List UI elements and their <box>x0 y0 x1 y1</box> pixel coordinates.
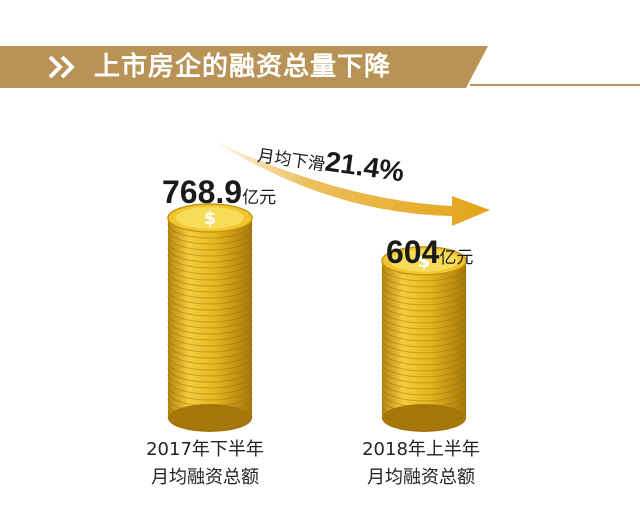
coin-edge-line <box>381 284 467 300</box>
value-number-2018: 604 <box>386 234 440 270</box>
coin-edge-line <box>167 361 253 377</box>
coin-edge-line <box>167 235 253 251</box>
coin-edge-line <box>381 326 467 342</box>
coin-stack-2017: $ <box>167 203 253 432</box>
coin-edge-line <box>381 320 467 336</box>
coin-stack-2018: $ <box>381 246 467 432</box>
coin-edge-line <box>167 373 253 389</box>
double-chevron-icon <box>48 55 75 79</box>
value-label-2018: 604亿元 <box>386 234 473 271</box>
coin-edge-line <box>167 403 253 419</box>
category-label-2018: 2018年上半年 月均融资总额 <box>356 436 486 492</box>
coin-edge-line <box>167 259 253 275</box>
coin-top-inner <box>176 207 244 229</box>
value-unit-2017: 亿元 <box>242 188 277 208</box>
coin-stack-body <box>382 260 466 418</box>
coin-edge-line <box>167 385 253 401</box>
coin-edge-line <box>167 409 253 425</box>
coin-edge-line <box>381 392 467 408</box>
coin-edge-line <box>381 314 467 330</box>
coin-edge-line <box>167 349 253 365</box>
coin-edge-line <box>167 229 253 245</box>
coin-edge-line <box>381 398 467 414</box>
coin-edge-line <box>167 283 253 299</box>
coin-edge-line <box>167 295 253 311</box>
coin-top-inner <box>390 249 458 272</box>
coin-edge-line <box>381 302 467 318</box>
coin-edge-line <box>381 278 467 294</box>
decline-arrow <box>212 140 490 226</box>
coin-edge-line <box>381 350 467 366</box>
coin-edge-line <box>167 289 253 305</box>
coin-edge-line <box>381 356 467 372</box>
coin-edge-line <box>167 241 253 257</box>
coin-edge-line <box>381 308 467 324</box>
coin-edge-line <box>381 344 467 360</box>
dollar-sign-icon: $ <box>418 251 431 272</box>
coin-edge-line <box>381 362 467 378</box>
coin-edge-line <box>381 416 467 432</box>
category-label-2017: 2017年下半年 月均融资总额 <box>140 436 270 492</box>
coin-edge-line <box>167 367 253 383</box>
coin-edge-line <box>167 313 253 329</box>
value-label-2017: 768.9亿元 <box>162 174 276 211</box>
category-line-1: 2018年上半年 <box>362 439 480 460</box>
coin-edge-line <box>167 247 253 263</box>
coin-edge-line <box>167 337 253 353</box>
coin-edge-line <box>167 415 253 431</box>
chart-title: 上市房企的融资总量下降 <box>94 52 392 82</box>
coin-edge-line <box>167 391 253 407</box>
coin-edge-line <box>167 277 253 293</box>
value-unit-2018: 亿元 <box>439 248 474 268</box>
coin-edge-line <box>167 307 253 323</box>
coin-edge-line <box>167 271 253 287</box>
coin-edge-line <box>167 331 253 347</box>
title-banner-bar <box>0 46 488 88</box>
coin-stack-base <box>168 404 252 432</box>
category-line-1: 2017年下半年 <box>146 439 264 460</box>
coin-edge-line <box>381 380 467 396</box>
title-banner: 上市房企的融资总量下降 <box>0 46 640 88</box>
coin-edge-line <box>381 296 467 312</box>
coin-edge-line <box>167 355 253 371</box>
category-line-2: 月均融资总额 <box>151 467 259 488</box>
title-banner-rule <box>470 84 640 86</box>
coin-edge-line <box>381 338 467 354</box>
coin-edge-line <box>167 397 253 413</box>
coin-edge-line <box>381 374 467 390</box>
coin-edge-line <box>381 386 467 402</box>
coin-edge-line <box>381 272 467 288</box>
coin-edge-line <box>381 410 467 426</box>
coin-stack-base <box>382 404 466 432</box>
coin-edge-line <box>381 332 467 348</box>
category-line-2: 月均融资总额 <box>367 467 475 488</box>
value-number-2017: 768.9 <box>162 174 243 210</box>
coin-edge-line <box>381 266 467 282</box>
coin-edge-line <box>167 265 253 281</box>
dollar-sign-icon: $ <box>204 208 217 229</box>
coin-edge-line <box>381 368 467 384</box>
coin-edge-line <box>167 379 253 395</box>
coin-edge-line <box>381 404 467 420</box>
coin-edge-line <box>167 223 253 239</box>
coin-edge-line <box>167 343 253 359</box>
coin-stack-body <box>168 218 252 418</box>
coin-edge-line <box>167 325 253 341</box>
coin-edge-line <box>167 319 253 335</box>
coin-edge-line <box>167 301 253 317</box>
coin-edge-line <box>381 290 467 306</box>
coin-edge-line <box>167 253 253 269</box>
